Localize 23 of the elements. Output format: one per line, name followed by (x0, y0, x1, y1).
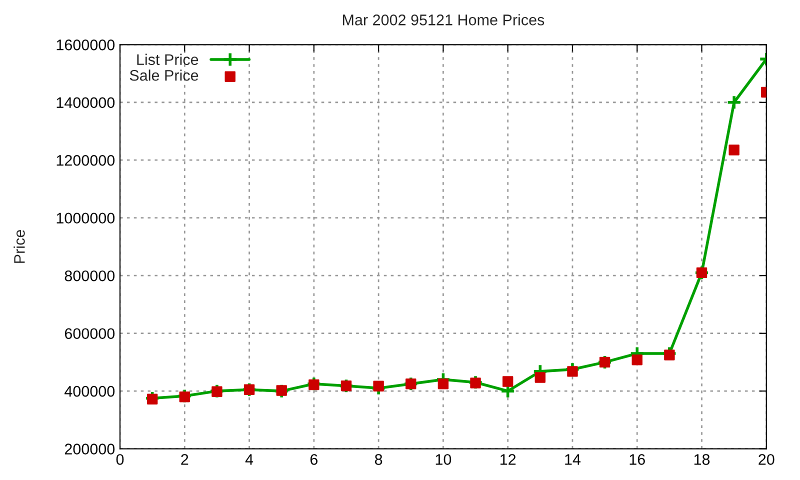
x-tick-label: 20 (758, 454, 774, 465)
x-tick-label: 10 (436, 454, 452, 465)
y-axis-title: Price (14, 230, 25, 263)
y-tick-label: 200000 (64, 444, 115, 454)
x-tick-label: 12 (500, 454, 516, 465)
y-tick-label: 1000000 (56, 212, 115, 224)
x-tick-label: 16 (630, 454, 645, 465)
y-tick-label: 1200000 (56, 154, 115, 166)
y-tick-label: 600000 (64, 328, 115, 340)
y-tick-label: 1400000 (56, 97, 115, 108)
x-tick-label: 2 (181, 454, 188, 465)
y-tick-label: 1600000 (56, 40, 115, 50)
x-tick-label: 4 (245, 454, 254, 465)
x-tick-label: 14 (565, 454, 581, 465)
legend-label: List Price (137, 54, 198, 66)
chart-title: Mar 2002 95121 Home Prices (342, 14, 544, 26)
x-tick-label: 0 (116, 454, 124, 465)
y-tick-label: 800000 (64, 270, 115, 282)
legend-label: Sale Price (130, 70, 198, 81)
y-tick-label: 400000 (64, 386, 115, 397)
x-tick-label: 6 (310, 454, 318, 465)
x-tick-label: 18 (694, 454, 710, 465)
x-tick-label: 8 (374, 454, 382, 465)
